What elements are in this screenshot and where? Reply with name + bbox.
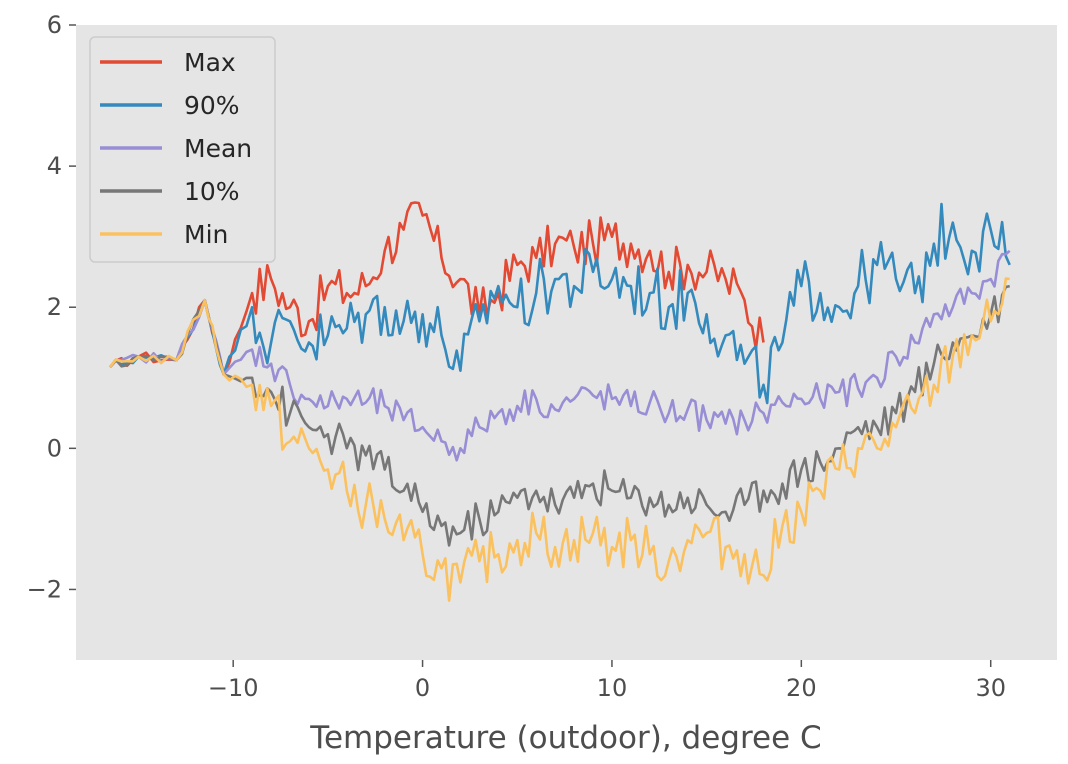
x-tick-label: 0 bbox=[415, 674, 430, 702]
legend-box bbox=[89, 36, 276, 263]
y-tick-label: −2 bbox=[27, 575, 62, 603]
y-tick-label: 0 bbox=[47, 434, 62, 462]
x-axis-title: Temperature (outdoor), degree C bbox=[309, 720, 821, 756]
series-line-mean bbox=[109, 249, 1011, 462]
x-tick-label: −10 bbox=[208, 674, 259, 702]
legend: Max 90% Mean 10% Min bbox=[89, 36, 276, 263]
series-line-90pct bbox=[109, 202, 1011, 405]
series-layer bbox=[109, 201, 1011, 602]
series-line-10pct bbox=[109, 284, 1010, 547]
y-tick-label: 2 bbox=[47, 293, 62, 321]
series-line-min bbox=[109, 277, 1010, 602]
x-tick-label: 20 bbox=[786, 674, 817, 702]
x-tick-label: 10 bbox=[597, 674, 628, 702]
legend-label-mean: Mean bbox=[184, 134, 252, 163]
y-tick-label: 6 bbox=[47, 11, 62, 39]
x-tick-label: 30 bbox=[975, 674, 1006, 702]
series-line-max bbox=[109, 201, 765, 376]
ticks-layer: −10 0 10 20 30 −2 0 2 4 6 bbox=[27, 11, 1006, 702]
y-tick-label: 4 bbox=[47, 152, 62, 180]
legend-label-max: Max bbox=[184, 48, 236, 77]
legend-label-min: Min bbox=[184, 220, 228, 249]
legend-label-10pct: 10% bbox=[184, 177, 240, 206]
legend-label-90pct: 90% bbox=[184, 91, 240, 120]
